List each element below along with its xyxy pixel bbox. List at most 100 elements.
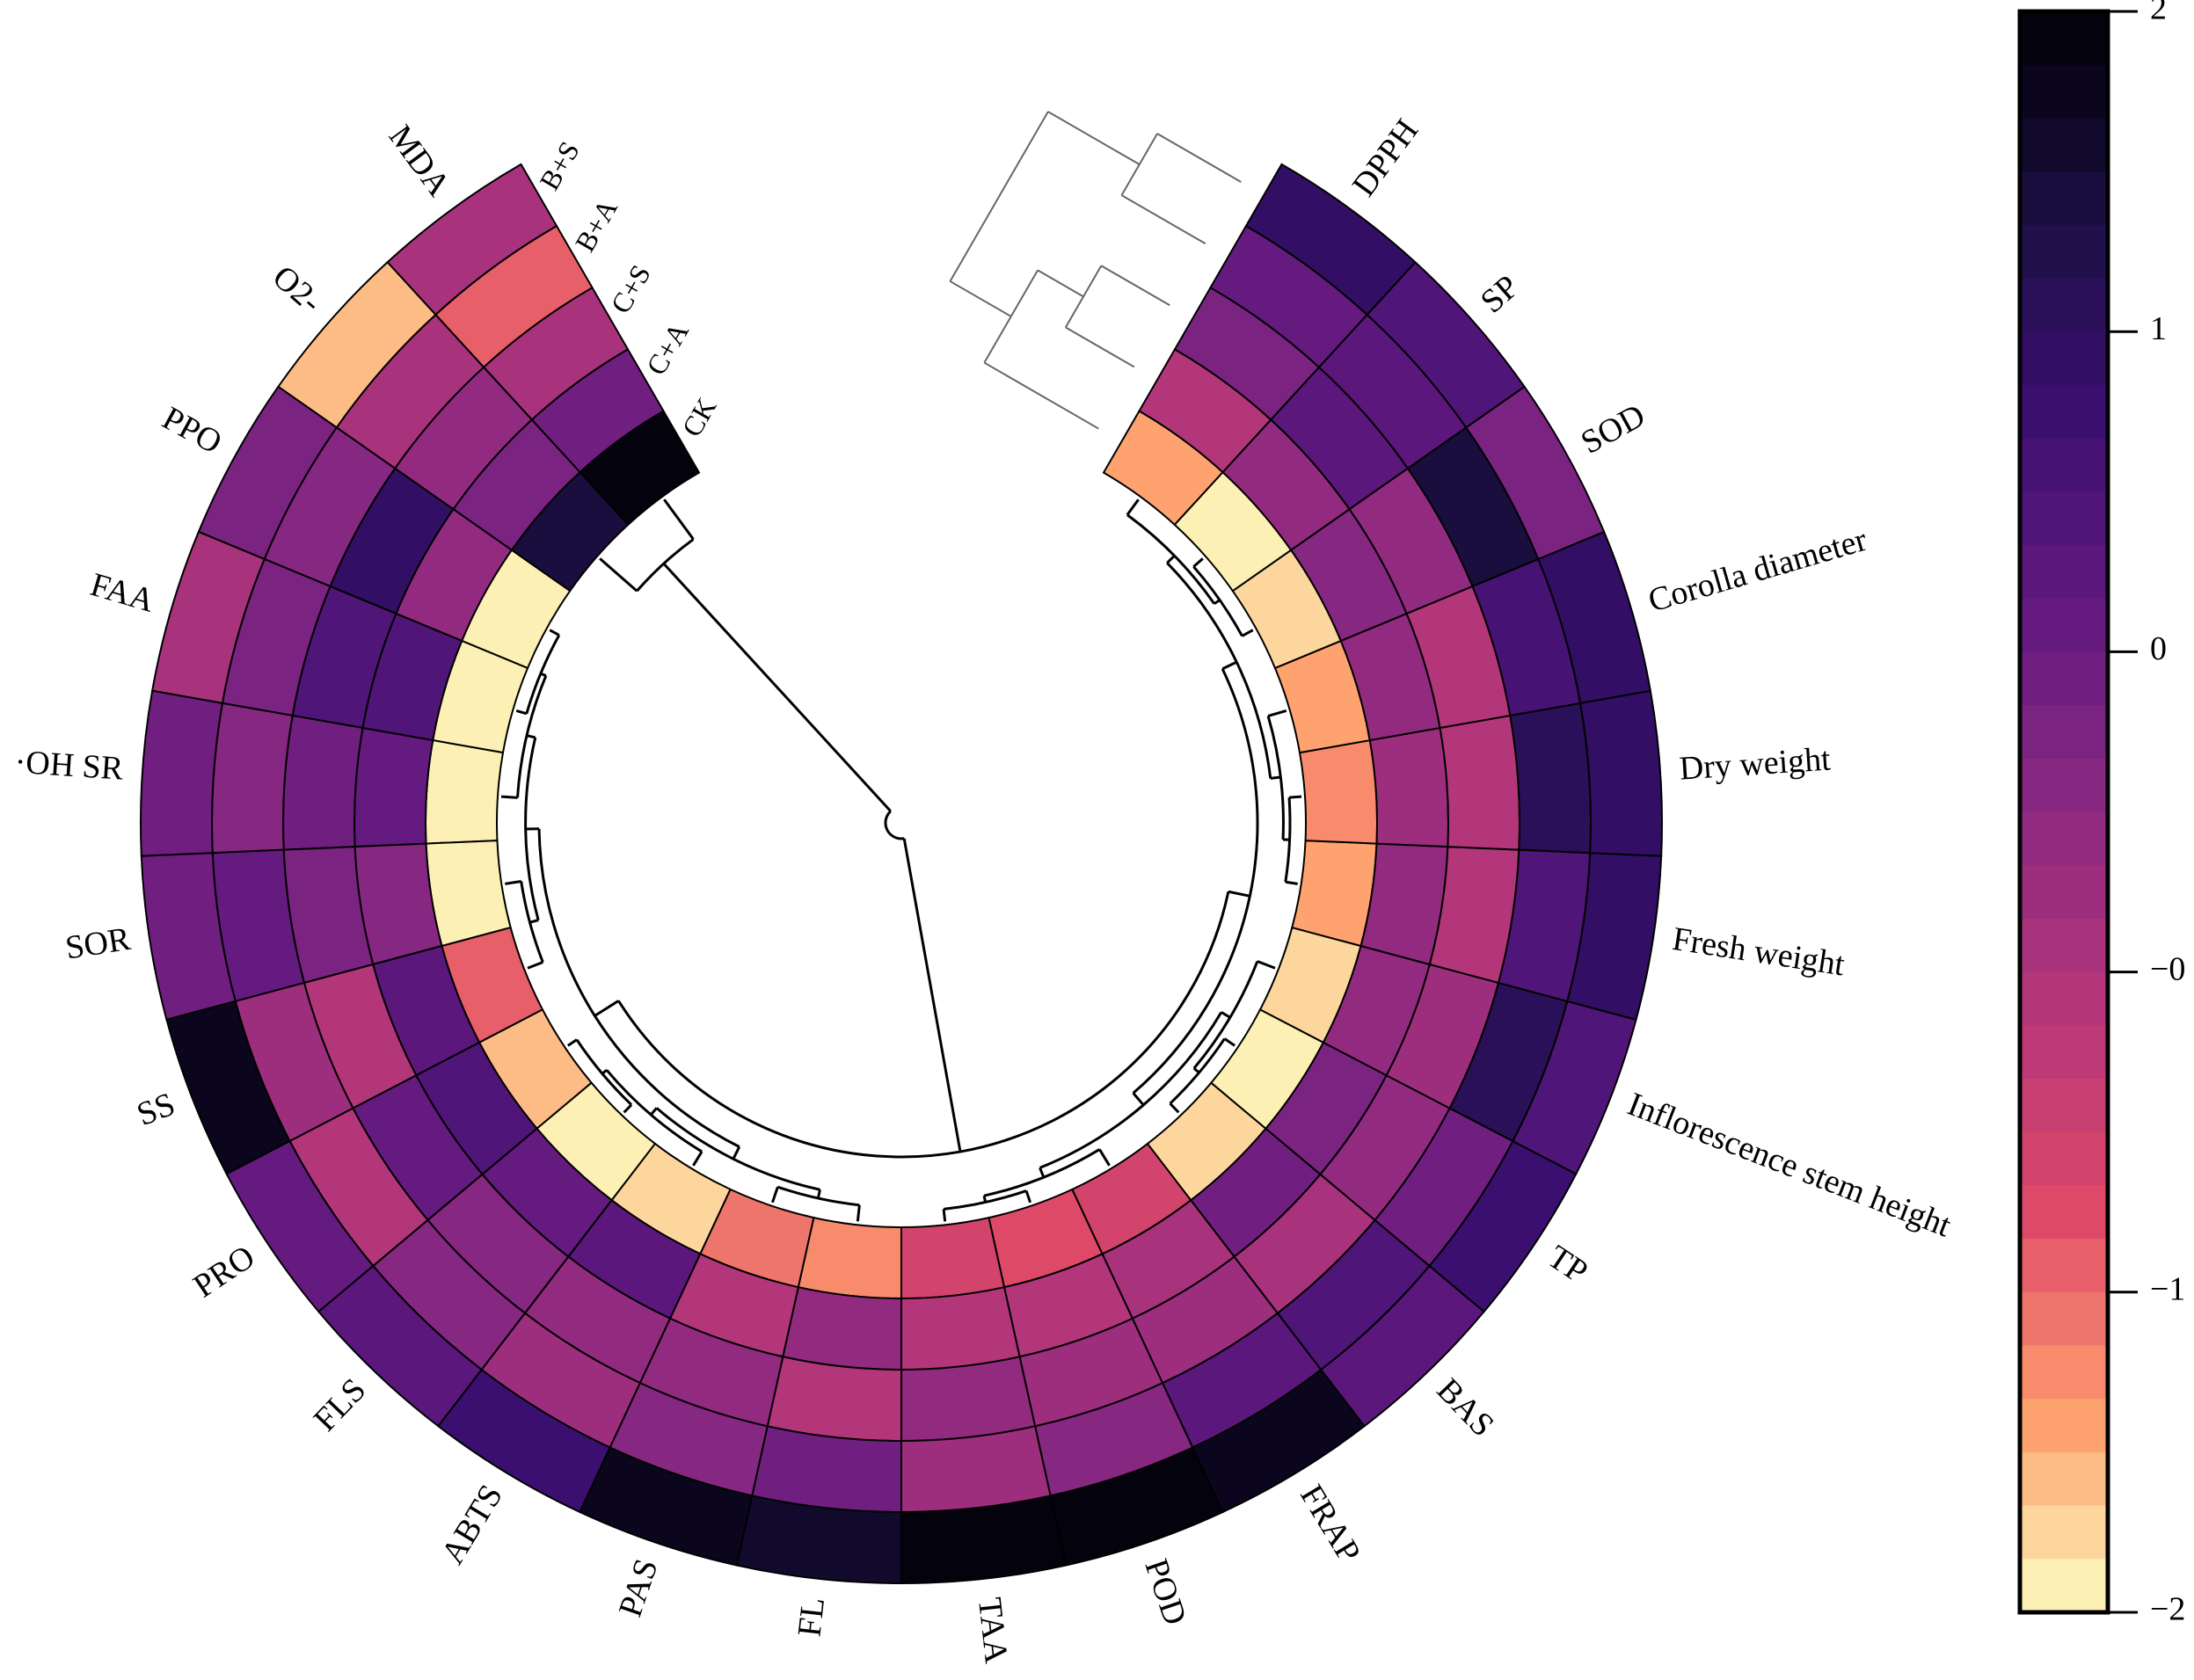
heatmap-cell — [1509, 702, 1592, 855]
colorbar-band — [2020, 64, 2108, 119]
dendrogram-branch — [1126, 498, 1140, 516]
colorbar-band — [2020, 1185, 2108, 1240]
dendrogram-arc — [943, 1189, 1027, 1211]
dendrogram-branch — [1257, 960, 1276, 970]
dendrogram-arc — [575, 1038, 633, 1106]
variable-label: MDA — [382, 119, 458, 204]
colorbar-band — [2020, 918, 2108, 973]
dendrogram-branch — [1132, 1092, 1145, 1106]
variable-dendrogram — [500, 498, 1302, 1222]
heatmap-cell — [900, 1356, 1037, 1443]
colorbar-band — [2020, 1451, 2108, 1507]
dendrogram-branch — [1037, 269, 1084, 298]
treatment-dendrogram — [949, 111, 1242, 430]
colorbar-band — [2020, 705, 2108, 760]
variable-label: POD — [1137, 1554, 1193, 1629]
dendrogram-arc — [983, 1148, 1101, 1197]
variable-label: TAA — [971, 1596, 1015, 1666]
variable-label: SOD — [1575, 397, 1651, 462]
colorbar-band — [2020, 1399, 2108, 1453]
heatmap-cell — [425, 738, 505, 845]
dendrogram-branch — [1241, 629, 1254, 637]
heatmap-cell — [766, 1356, 902, 1443]
variable-label: FAA — [86, 566, 159, 620]
dendrogram-branch — [650, 1107, 658, 1116]
dendrogram-branch — [527, 961, 543, 970]
colorbar-tick-label: −2 — [2150, 1591, 2185, 1628]
dendrogram-branch — [1285, 880, 1298, 885]
colorbar-tick-label: 1 — [2150, 310, 2167, 347]
dendrogram-branch — [1166, 555, 1176, 564]
dendrogram-branch — [1221, 1011, 1231, 1019]
dendrogram-arc — [524, 737, 540, 921]
colorbar-tick-label: −0 — [2150, 950, 2185, 987]
colorbar-band — [2020, 438, 2108, 492]
dendrogram-arc — [1126, 513, 1216, 605]
heatmap-cell — [797, 1216, 902, 1300]
variable-label: DPPH — [1345, 113, 1425, 203]
colorbar-band — [2020, 758, 2108, 813]
dendrogram-arc — [655, 1107, 820, 1191]
dendrogram-branch — [500, 795, 518, 799]
variable-label: PRO — [187, 1239, 262, 1305]
colorbar-tick-label: 2 — [2150, 0, 2167, 27]
dendrogram-arc — [1132, 668, 1259, 1095]
dendrogram-arc — [537, 828, 740, 1148]
dendrogram-arc — [1166, 562, 1272, 779]
variable-label: FRAP — [1293, 1479, 1367, 1569]
variable-label: BAS — [1430, 1371, 1501, 1444]
dendrogram-arc — [884, 810, 905, 840]
colorbar-band — [2020, 491, 2108, 546]
heatmap-cell — [354, 726, 434, 848]
dendrogram-branch — [1047, 111, 1141, 165]
colorbar-tick-label: −1 — [2150, 1271, 2185, 1308]
dendrogram-arc — [1192, 565, 1243, 637]
dendrogram-branch — [529, 919, 539, 924]
dendrogram-branch — [599, 557, 638, 593]
dendrogram-branch — [1121, 194, 1206, 244]
dendrogram-arc — [1284, 796, 1292, 883]
dendrogram-branch — [902, 838, 962, 1153]
colorbar-band — [2020, 384, 2108, 440]
dendrogram-branch — [623, 1103, 633, 1114]
variable-label: TP — [1542, 1239, 1594, 1291]
colorbar-band — [2020, 1345, 2108, 1400]
colorbar-band — [2020, 651, 2108, 706]
colorbar-band — [2020, 1131, 2108, 1186]
colorbar-band — [2020, 1505, 2108, 1560]
dendrogram-branch — [662, 563, 892, 812]
colorbar-band — [2020, 811, 2108, 866]
variable-label: SOR — [63, 920, 134, 967]
colorbar-band — [2020, 224, 2108, 280]
dendrogram-branch — [732, 1145, 741, 1160]
dendrogram-branch — [1064, 265, 1103, 328]
colorbar-band — [2020, 278, 2108, 332]
treatment-label: B+A — [569, 193, 623, 257]
dendrogram-branch — [1156, 133, 1242, 183]
dendrogram-branch — [1065, 326, 1135, 368]
dendrogram-branch — [1228, 890, 1250, 898]
dendrogram-branch — [816, 1189, 821, 1199]
dendrogram-branch — [1100, 265, 1170, 307]
colorbar-frame — [2017, 9, 2110, 1615]
colorbar-band — [2020, 171, 2108, 226]
dendrogram-branch — [983, 361, 1099, 430]
heatmap-cell — [140, 689, 224, 857]
variable-label: Fresh weight — [1670, 920, 1848, 984]
dendrogram-branch — [515, 709, 528, 716]
dendrogram-branch — [771, 1186, 779, 1204]
dendrogram-arc — [520, 881, 544, 964]
colorbar-band — [2020, 1239, 2108, 1293]
colorbar-band — [2020, 1291, 2108, 1347]
variable-label: PAS — [612, 1554, 666, 1621]
dendrogram-arc — [516, 675, 548, 798]
dendrogram-branch — [1223, 1037, 1235, 1047]
heatmap-cell — [1244, 163, 1417, 316]
colorbar-band — [2020, 865, 2108, 920]
dendrogram-arc — [617, 891, 1230, 1159]
dendrogram-branch — [1098, 1148, 1111, 1167]
heatmap-cell — [782, 1285, 902, 1371]
variable-label: O2- — [266, 258, 329, 321]
dendrogram-arc — [605, 1069, 703, 1153]
